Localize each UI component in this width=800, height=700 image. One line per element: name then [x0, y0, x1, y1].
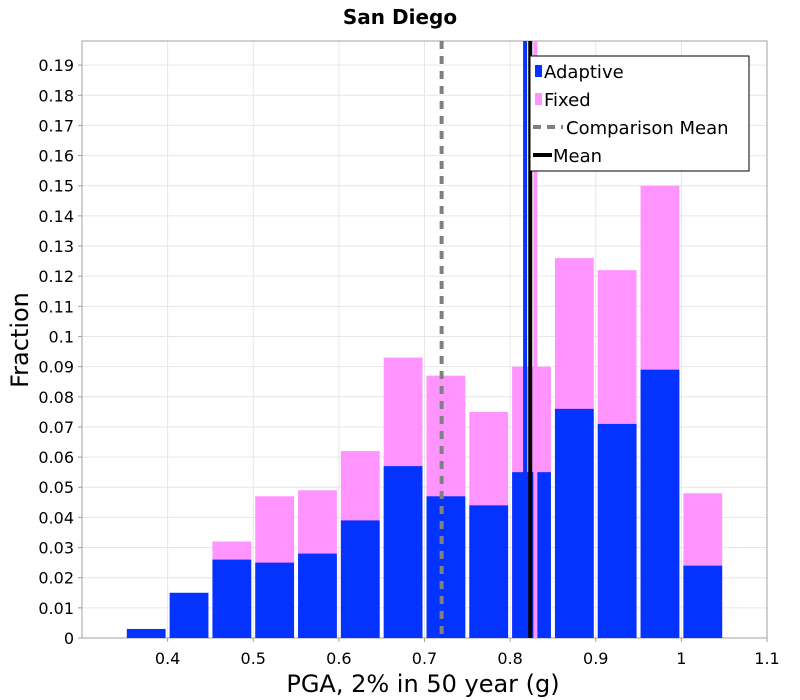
- adaptive-bar: [255, 562, 295, 638]
- y-tick-label: 0.03: [38, 539, 74, 558]
- y-tick-label: 0.1: [49, 327, 74, 346]
- y-tick-label: 0.02: [38, 569, 74, 588]
- y-tick-label: 0.07: [38, 418, 74, 437]
- adaptive-bar: [212, 559, 252, 638]
- adaptive-bar: [554, 408, 594, 638]
- adaptive-bar: [469, 505, 509, 638]
- x-tick-label: 0.7: [412, 649, 437, 668]
- y-tick-label: 0: [64, 629, 74, 648]
- x-axis-ticks: 0.4 0.5 0.6 0.7 0.8 0.9 1 1.1: [155, 638, 780, 668]
- legend: Adaptive Fixed Comparison Mean Mean: [529, 55, 750, 172]
- legend-label-mean: Mean: [553, 146, 602, 167]
- y-tick-label: 0.18: [38, 86, 74, 105]
- x-tick-label: 0.5: [241, 649, 266, 668]
- legend-label-comparison-mean: Comparison Mean: [566, 118, 729, 139]
- y-tick-label: 0.06: [38, 448, 74, 467]
- adaptive-bars: [126, 369, 723, 638]
- y-tick-label: 0.17: [38, 116, 74, 135]
- x-tick-label: 0.9: [583, 649, 608, 668]
- y-tick-label: 0.14: [38, 207, 74, 226]
- x-axis-label: PGA, 2% in 50 year (g): [286, 670, 559, 698]
- adaptive-bar: [298, 553, 337, 638]
- adaptive-bar: [126, 628, 166, 638]
- adaptive-bar: [426, 496, 466, 638]
- y-tick-label: 0.12: [38, 267, 74, 286]
- legend-label-fixed: Fixed: [544, 90, 591, 111]
- y-tick-label: 0.15: [38, 177, 74, 196]
- chart-title: San Diego: [343, 5, 457, 29]
- y-tick-label: 0.01: [38, 599, 74, 618]
- adaptive-bar: [597, 423, 637, 638]
- legend-box: [529, 55, 750, 172]
- x-tick-label: 0.8: [497, 649, 522, 668]
- y-axis-ticks: 0 0.01 0.02 0.03 0.04 0.05 0.06 0.07 0.08 0.09 0.1…: [38, 56, 82, 648]
- y-tick-label: 0.04: [38, 508, 74, 527]
- legend-label-adaptive: Adaptive: [544, 62, 624, 83]
- adaptive-bar: [169, 592, 209, 638]
- x-tick-label: 0.6: [326, 649, 351, 668]
- y-tick-label: 0.16: [38, 147, 74, 166]
- y-tick-label: 0.11: [38, 297, 74, 316]
- y-axis-label: Fraction: [6, 292, 34, 388]
- adaptive-bar: [383, 466, 423, 638]
- y-tick-label: 0.05: [38, 478, 74, 497]
- y-tick-label: 0.08: [38, 388, 74, 407]
- adaptive-bar: [340, 520, 380, 638]
- y-tick-label: 0.13: [38, 237, 74, 256]
- x-tick-label: 1: [676, 649, 686, 668]
- adaptive-bar: [640, 369, 680, 638]
- y-tick-label: 0.09: [38, 358, 74, 377]
- x-tick-label: 0.4: [155, 649, 180, 668]
- y-tick-label: 0.19: [38, 56, 74, 75]
- x-tick-label: 1.1: [754, 649, 779, 668]
- legend-swatch-fixed: [535, 93, 542, 105]
- legend-swatch-adaptive: [535, 65, 542, 77]
- adaptive-bar: [683, 565, 723, 638]
